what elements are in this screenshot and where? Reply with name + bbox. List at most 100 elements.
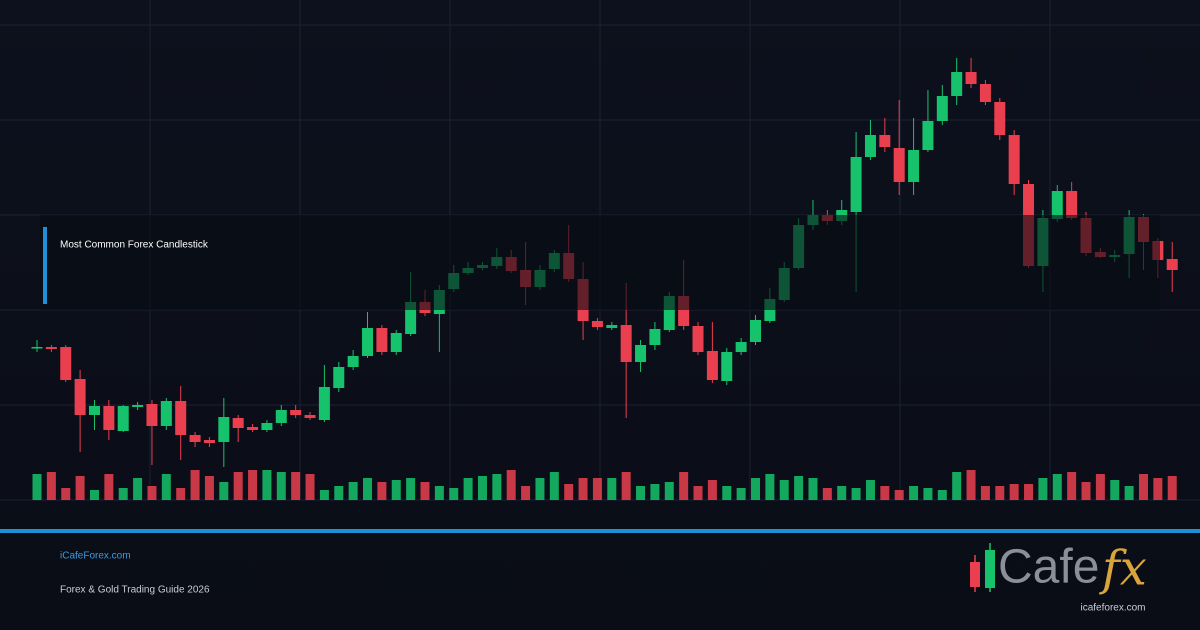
candle-body [160,401,172,426]
candle-body [620,325,632,362]
candle-body [721,352,733,381]
volume-bar [937,490,947,500]
volume-bar [952,472,962,500]
candle-body [117,406,129,431]
volume-bar [1067,472,1077,500]
divider [0,529,1200,533]
volume-bar [1052,474,1062,500]
volume-bar [880,486,890,500]
volume-bar [1024,484,1034,500]
volume-bars [32,470,1177,500]
candle-body [362,328,374,356]
volume-bar [636,486,646,500]
volume-bar [966,470,976,500]
volume-bar [291,472,301,500]
candle-body [908,150,920,182]
volume-bar [679,472,689,500]
volume-bar [89,490,99,500]
volume-bar [176,488,186,500]
volume-bar [406,478,416,500]
volume-bar [693,486,703,500]
volume-bar [276,472,286,500]
volume-bar [909,486,919,500]
volume-bar [1038,478,1048,500]
candle-body [951,72,963,96]
candle-body [864,135,876,157]
candle-body [146,404,158,426]
volume-bar [980,486,990,500]
candle-body [692,326,704,352]
volume-bar [305,474,315,500]
volume-bar [233,472,243,500]
candle-body [850,157,862,212]
volume-bar [334,486,344,500]
candle-body [678,296,690,326]
candle-body [175,401,187,435]
volume-bar [463,478,473,500]
volume-bar [248,470,258,500]
candle-body [275,410,287,423]
volume-bar [32,474,42,500]
candle-body [347,356,359,367]
volume-bar [995,486,1005,500]
volume-bar [104,474,114,500]
candle-body [261,423,273,430]
volume-bar [434,486,444,500]
volume-bar [1167,476,1177,500]
volume-bar [204,476,214,500]
volume-bar [923,488,933,500]
volume-bar [262,470,272,500]
volume-bar [822,488,832,500]
candle-body [60,347,72,380]
candle-body [376,328,388,352]
logo-url: icafeforex.com [1080,603,1145,614]
volume-bar [808,478,818,500]
candle-body [31,347,43,349]
logo-icon-candle [985,550,995,588]
candle-body [333,367,345,388]
volume-bar [75,476,85,500]
volume-bar [492,474,502,500]
volume-bar [1081,482,1091,500]
candle-body [132,405,144,407]
volume-bar [161,474,171,500]
candle-body [922,121,934,150]
volume-bar [707,480,717,500]
volume-bar [621,472,631,500]
candle-body [606,325,618,328]
volume-bar [865,480,875,500]
candle-body [994,102,1006,135]
volume-bar [1124,486,1134,500]
volume-bar [219,482,229,500]
volume-bar [1138,474,1148,500]
volume-bar [348,482,358,500]
volume-bar [894,490,904,500]
logo: Cafe fx icafeforex.com [970,541,1147,614]
volume-bar [1110,480,1120,500]
candle-body [318,387,330,420]
volume-bar [190,470,200,500]
candle-body [45,347,57,349]
volume-bar [61,488,71,500]
volume-bar [592,478,602,500]
candle-body [390,333,402,352]
volume-bar [607,478,617,500]
volume-bar [118,488,128,500]
candle-body [103,406,115,430]
volume-bar [506,470,516,500]
candle-body [1008,135,1020,184]
volume-bar [1095,474,1105,500]
logo-text: Cafe [998,541,1099,594]
volume-bar [736,488,746,500]
candle-body [979,84,991,102]
volume-bar [794,476,804,500]
site-link[interactable]: iCafeForex.com [60,551,131,562]
candle-body [591,321,603,327]
volume-bar [133,478,143,500]
volume-bar [564,484,574,500]
candle-body [936,96,948,121]
volume-bar [420,482,430,500]
candle-body [88,406,100,415]
volume-bar [722,486,732,500]
